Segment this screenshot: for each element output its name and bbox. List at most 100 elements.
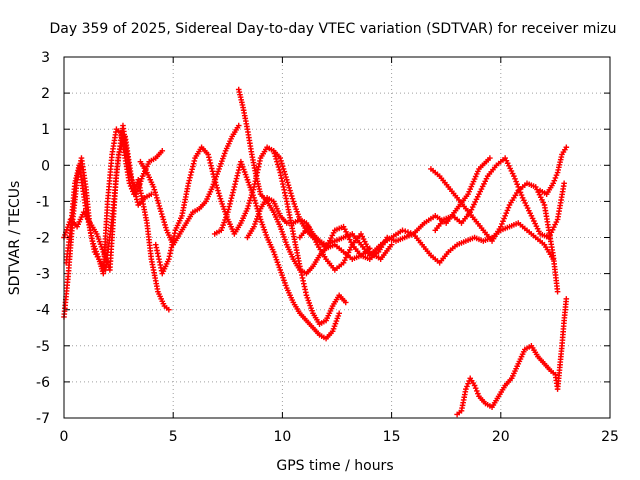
data-point xyxy=(154,194,160,201)
data-point xyxy=(95,236,102,242)
data-point xyxy=(551,177,558,184)
data-point xyxy=(239,161,245,168)
data-point xyxy=(218,160,224,167)
data-point xyxy=(187,172,194,178)
data-point xyxy=(233,175,240,182)
data-point xyxy=(283,174,289,180)
y-tick-label: -2 xyxy=(36,231,50,247)
x-tick-label: 25 xyxy=(601,429,619,445)
data-point xyxy=(262,229,269,236)
data-point xyxy=(291,201,298,207)
data-point xyxy=(235,122,242,129)
data-point xyxy=(563,144,570,151)
data-point xyxy=(277,267,284,273)
data-point xyxy=(279,163,286,169)
data-point xyxy=(206,154,212,161)
data-point xyxy=(241,169,248,175)
data-point xyxy=(211,176,218,183)
data-point xyxy=(258,219,265,225)
series-arc-3 xyxy=(63,133,155,273)
data-point xyxy=(251,223,257,230)
data-point xyxy=(218,227,225,234)
data-point xyxy=(115,151,122,158)
data-point xyxy=(133,193,139,200)
data-point xyxy=(230,186,237,193)
data-point xyxy=(240,166,247,173)
data-point xyxy=(207,160,214,166)
data-point xyxy=(217,195,224,202)
data-point xyxy=(219,158,225,164)
data-point xyxy=(504,207,511,214)
data-point xyxy=(554,288,561,295)
data-point xyxy=(306,300,313,306)
data-point xyxy=(217,163,223,170)
data-point xyxy=(216,193,223,199)
data-point xyxy=(118,143,125,150)
data-point xyxy=(205,151,211,158)
data-point xyxy=(463,386,469,392)
data-point xyxy=(552,175,559,181)
data-point xyxy=(294,208,300,215)
data-point xyxy=(95,253,101,260)
data-marks xyxy=(61,86,570,418)
data-point xyxy=(276,167,283,173)
data-point xyxy=(232,181,238,187)
data-point xyxy=(246,182,253,188)
data-point xyxy=(218,198,225,205)
data-point xyxy=(234,172,241,179)
data-point xyxy=(119,141,126,147)
x-tick-label: 15 xyxy=(383,429,401,445)
data-point xyxy=(227,201,233,207)
data-point xyxy=(220,153,227,159)
data-point xyxy=(336,310,342,317)
data-point xyxy=(331,323,338,329)
data-point xyxy=(288,190,294,197)
data-point xyxy=(399,227,406,234)
data-point xyxy=(206,157,213,163)
data-point xyxy=(136,183,142,190)
data-point xyxy=(292,203,298,210)
data-point xyxy=(333,318,340,324)
data-point xyxy=(286,185,293,191)
data-point xyxy=(329,328,336,335)
data-point xyxy=(260,224,267,230)
data-point xyxy=(513,178,519,185)
data-point xyxy=(309,307,315,314)
y-tick-label: -5 xyxy=(36,339,50,355)
data-point xyxy=(283,282,289,289)
data-point xyxy=(252,197,258,204)
data-point xyxy=(231,184,238,190)
data-point xyxy=(511,173,517,179)
data-point xyxy=(227,198,234,204)
data-point xyxy=(92,246,98,252)
y-tick-label: -4 xyxy=(36,303,50,319)
y-axis-label: SDTVAR / TECUs xyxy=(7,181,23,296)
data-point xyxy=(228,195,235,201)
chart-title: Day 359 of 2025, Sidereal Day-to-day VTE… xyxy=(50,21,617,37)
data-point xyxy=(288,193,295,199)
data-point xyxy=(223,214,229,221)
data-point xyxy=(272,254,279,260)
data-point xyxy=(153,192,159,198)
data-point xyxy=(117,146,124,153)
data-point xyxy=(185,180,192,187)
data-point xyxy=(93,248,99,255)
data-point xyxy=(158,211,165,217)
data-point xyxy=(209,184,216,190)
data-point xyxy=(281,277,287,284)
data-point xyxy=(274,259,281,266)
data-point xyxy=(254,213,261,220)
data-point xyxy=(332,320,339,327)
data-point xyxy=(253,218,259,225)
data-point xyxy=(290,198,297,205)
data-point xyxy=(277,223,284,230)
data-point xyxy=(472,385,479,392)
series-arc-11 xyxy=(428,166,561,295)
data-point xyxy=(216,166,222,172)
data-point xyxy=(295,211,301,218)
data-point xyxy=(274,161,281,168)
data-point xyxy=(219,201,225,207)
x-tick-label: 5 xyxy=(169,429,178,445)
